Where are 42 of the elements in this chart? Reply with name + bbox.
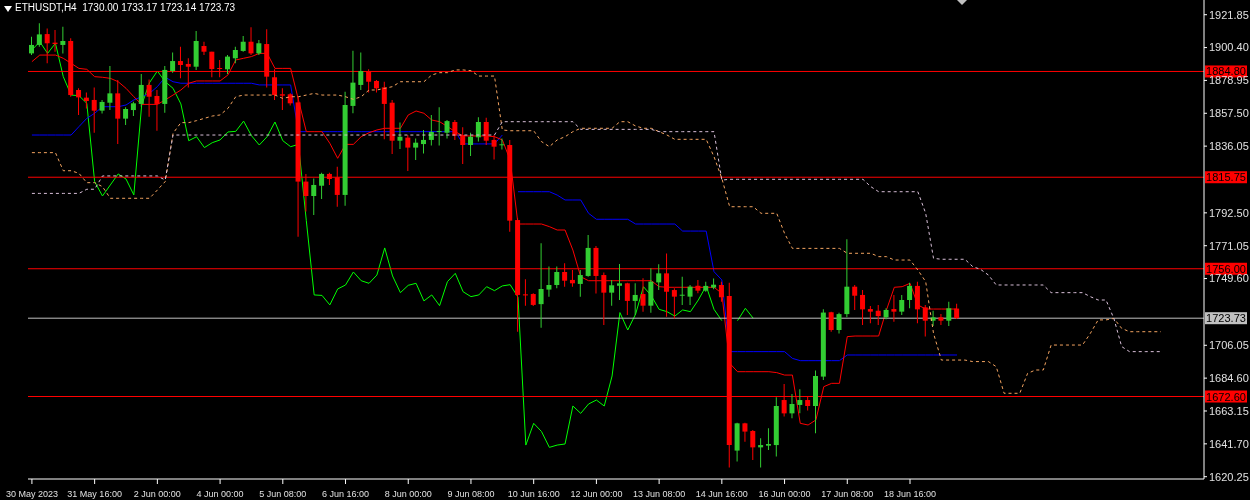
y-tick-label: 1792.50 [1209,206,1249,219]
line-series [31,69,1162,394]
x-tick-label: 6 Jun 16:00 [322,489,370,499]
y-tick-label: 1857.50 [1209,107,1249,120]
x-tick-label: 4 Jun 00:00 [196,489,244,499]
y-tick-label: 1641.70 [1209,437,1249,450]
x-tick-label: 30 May 2023 [5,489,58,499]
x-tick-label: 8 Jun 00:00 [384,489,432,499]
candlestick [499,138,505,150]
ref-line-label: 1672.60 [1206,390,1246,403]
candlestick [617,264,622,301]
chart-title: ETHUSDT,H4 1730.00 1733.17 1723.14 1723.73 [15,2,236,13]
ref-line-label: 1756.00 [1206,262,1246,275]
x-tick-label: 12 Jun 00:00 [570,489,623,499]
y-tick-label: 1706.05 [1209,339,1249,352]
candlestick [679,276,685,305]
candlestick [758,438,764,468]
candlestick [765,428,771,450]
x-tick-label: 31 May 16:00 [67,489,122,499]
x-tick-label: 18 Jun 16:00 [883,489,937,499]
candlestick [436,107,442,146]
ref-line-label: 1723.73 [1206,312,1246,325]
y-tick-label: 1684.60 [1209,372,1249,385]
y-tick-label: 1921.85 [1209,8,1249,21]
x-tick-label: 13 Jun 08:00 [633,489,686,499]
candlestick [522,279,528,306]
x-tick-label: 16 Jun 00:00 [758,489,811,499]
y-tick-label: 1836.05 [1209,140,1249,153]
y-tick-label: 1771.05 [1209,239,1249,252]
x-tick-label: 5 Jun 08:00 [259,489,307,499]
y-tick-label: 1749.60 [1209,272,1249,285]
x-tick-label: 17 Jun 08:00 [821,489,874,499]
y-tick-label: 1620.25 [1209,470,1249,483]
ref-line-label: 1815.75 [1206,171,1246,184]
x-tick-label: 2 Jun 00:00 [133,489,181,499]
y-tick-label: 1900.40 [1209,41,1249,54]
y-tick-label: 1663.15 [1209,404,1249,417]
line-series [31,121,1162,353]
x-tick-label: 10 Jun 16:00 [507,489,560,499]
x-tick-label: 9 Jun 08:00 [447,489,495,499]
ref-line-label: 1884.80 [1206,65,1246,78]
x-tick-label: 14 Jun 16:00 [695,489,748,499]
